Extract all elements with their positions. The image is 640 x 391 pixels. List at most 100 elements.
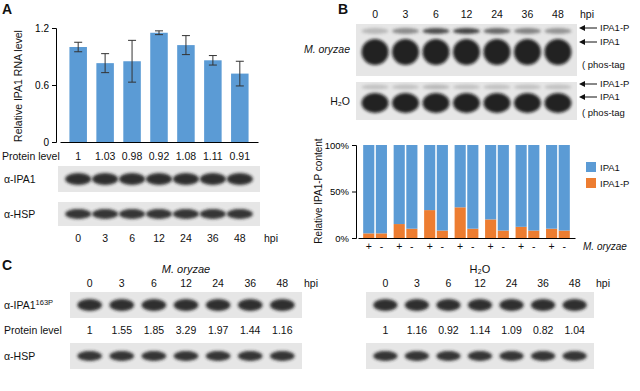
arrow: [579, 81, 597, 87]
protein-level: 1: [382, 324, 388, 336]
blot-band: [174, 299, 199, 311]
error-cap: [101, 53, 109, 54]
bar-segment: [485, 219, 496, 238]
error-bar: [101, 54, 109, 73]
blot-band: [544, 93, 571, 113]
error-bar: [128, 40, 136, 82]
time-unit: hpi: [304, 277, 318, 289]
bar-segment: [467, 145, 478, 229]
blot-band: [531, 299, 555, 311]
blot-band: [405, 299, 429, 311]
blot-band: [423, 93, 450, 113]
protein-level: 1.97: [208, 324, 229, 336]
blot-band: [483, 85, 510, 90]
blot-band: [405, 351, 429, 361]
error-bar: [182, 36, 190, 55]
error-cap: [74, 51, 82, 52]
error-cap: [209, 65, 217, 66]
protein-level: 1.44: [240, 324, 261, 336]
time-label: 3: [403, 8, 409, 20]
blot-background: [58, 202, 260, 226]
time-unit: hpi: [596, 277, 610, 289]
time-label: 3: [414, 277, 420, 289]
y-tick-label: 0%: [335, 233, 349, 244]
blot-band: [227, 173, 253, 185]
blot-band: [373, 299, 397, 311]
x-tick-label: 12: [153, 232, 165, 244]
error-line: [159, 31, 160, 35]
blot-background: [356, 24, 577, 76]
blot-band: [453, 28, 480, 34]
blot-band: [436, 299, 460, 311]
blot-band: [423, 39, 450, 65]
bar: [69, 47, 87, 142]
x-tick-label: +: [488, 240, 494, 252]
blot-band: [200, 173, 226, 185]
error-cap: [128, 82, 136, 83]
x-tick-label: 6: [129, 232, 135, 244]
blot-band: [77, 351, 102, 361]
legend-swatch: [586, 178, 596, 188]
error-bar: [74, 42, 82, 52]
blot: [70, 343, 302, 369]
bar-segment: [516, 145, 527, 227]
x-tick-label: +: [518, 240, 524, 252]
blot-band: [270, 351, 295, 361]
blot-band: [362, 39, 389, 65]
protein-level: 1.09: [501, 324, 522, 336]
blot-band: [468, 299, 492, 311]
x-tick-label: -: [532, 240, 536, 252]
time-label: 12: [474, 277, 486, 289]
time-label: 6: [433, 8, 439, 20]
blot-band: [142, 351, 167, 361]
bar-segment: [546, 229, 557, 238]
arrow-head: [579, 39, 585, 45]
arrow: [579, 94, 597, 100]
protein-level: 1.11: [203, 150, 223, 162]
row-label: Protein level: [4, 324, 62, 336]
error-cap: [128, 40, 136, 41]
blot-band: [392, 93, 419, 113]
blot-band: [92, 209, 118, 219]
blot-band: [119, 173, 145, 185]
bar-segment: [406, 145, 417, 229]
y-tick-label: 100%: [325, 140, 350, 151]
blot-band: [514, 93, 541, 113]
protein-level: 1.03: [95, 150, 116, 162]
blot-band: [563, 299, 587, 311]
bar-segment: [437, 145, 448, 231]
legend-swatch: [586, 162, 596, 172]
blot-background: [366, 343, 594, 369]
blot-band: [468, 351, 492, 361]
band-label: IPA1-P: [600, 22, 629, 33]
time-label: 36: [537, 277, 549, 289]
blot-background: [70, 343, 302, 369]
error-cap: [236, 85, 244, 86]
protein-level: 1.08: [176, 150, 197, 162]
bar-segment: [467, 229, 478, 238]
blot-note: ( phos-tag: [582, 59, 625, 70]
figure: ABC00.61.2Relative IPA1 RNA levelProtein…: [0, 0, 640, 391]
blot: [58, 202, 260, 226]
blot-band: [109, 299, 134, 311]
error-cap: [155, 34, 163, 35]
x-axis: [61, 142, 259, 143]
error-bar: [155, 31, 163, 35]
x-tick-label: -: [471, 240, 475, 252]
x-tick-label: +: [457, 240, 463, 252]
blot: [356, 82, 577, 120]
blot-band: [453, 39, 480, 65]
time-label: 36: [244, 277, 256, 289]
bar-segment: [363, 233, 374, 238]
bar-segment: [376, 145, 387, 233]
x-tick-label: 36: [207, 232, 219, 244]
bar-segment: [498, 145, 509, 231]
blot-band: [514, 39, 541, 65]
blot-band: [238, 351, 263, 361]
bar-segment: [394, 224, 405, 238]
error-line: [132, 40, 133, 82]
blot-band: [206, 351, 231, 361]
blot-band: [423, 85, 450, 90]
bar-segment: [376, 233, 387, 238]
blot: [366, 343, 594, 369]
